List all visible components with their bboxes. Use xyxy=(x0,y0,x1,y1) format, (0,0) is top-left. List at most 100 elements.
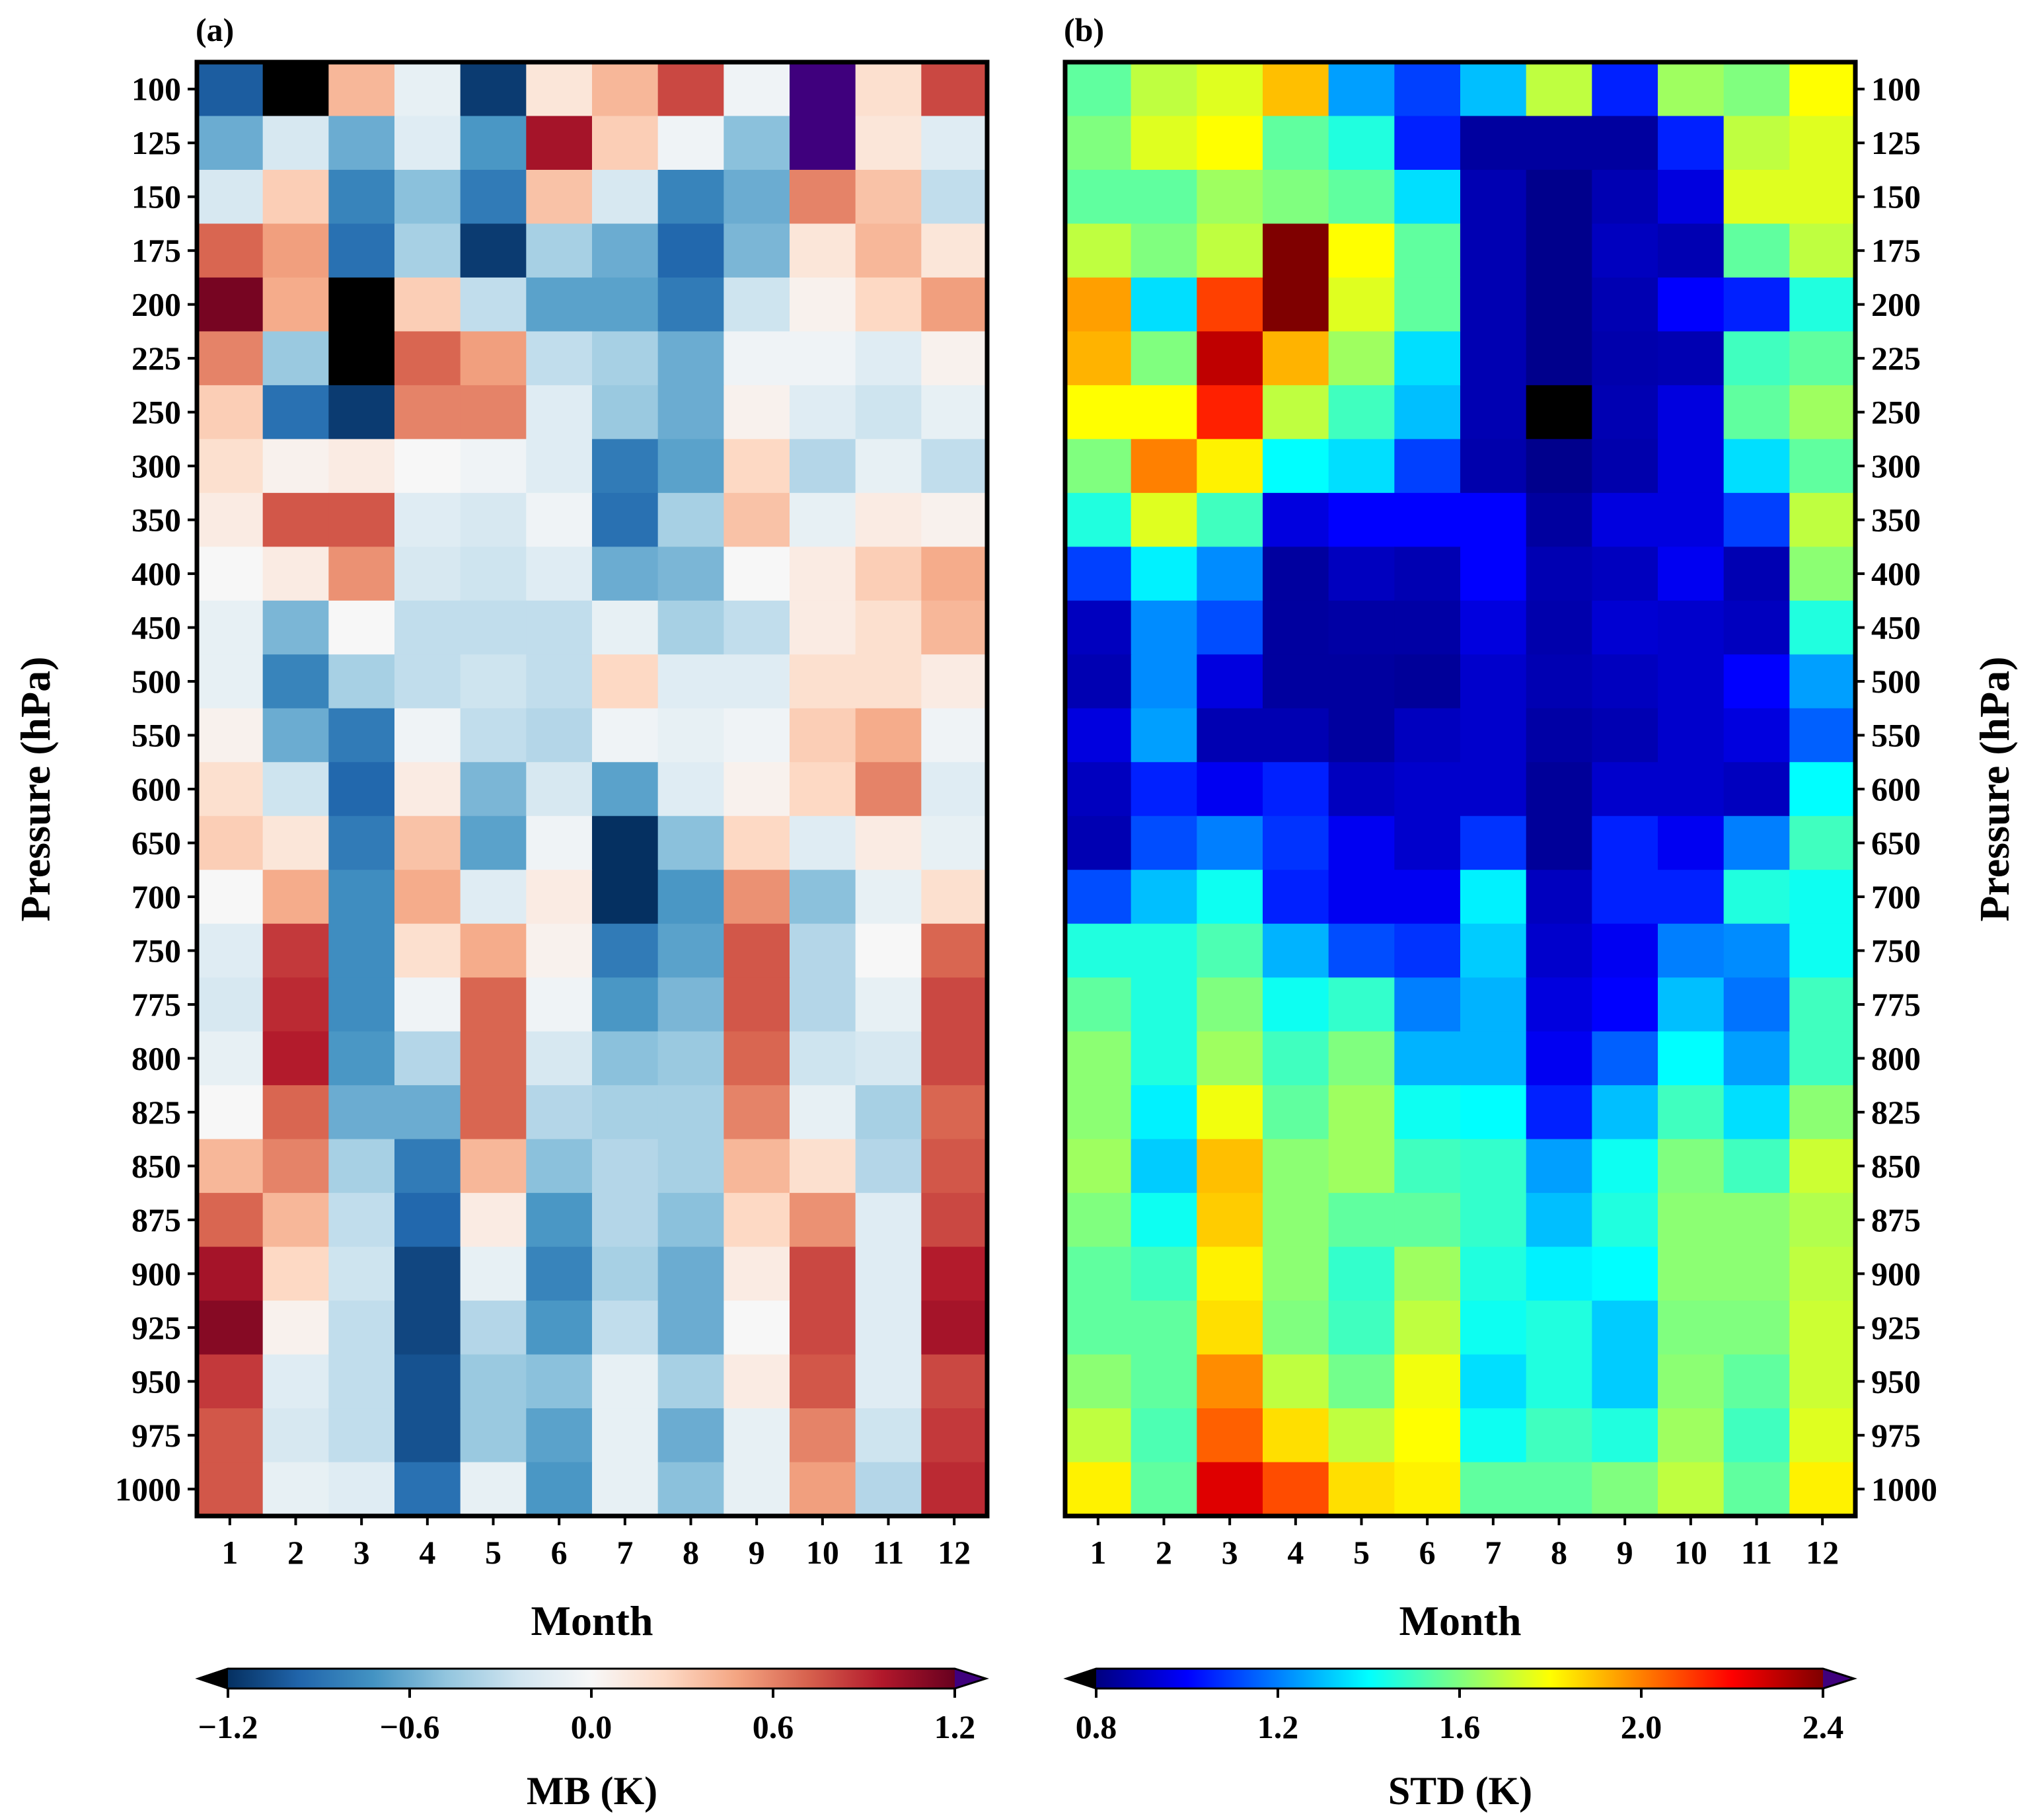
heatmap-cell xyxy=(1394,1354,1461,1409)
y-tick-label: 250 xyxy=(131,394,181,431)
heatmap-cell xyxy=(1131,277,1198,332)
y-tick-label: 100 xyxy=(1871,71,1921,108)
heatmap-cell xyxy=(1789,547,1856,601)
y-tick-label: 850 xyxy=(131,1147,181,1184)
heatmap-cell xyxy=(790,600,856,656)
heatmap-cell xyxy=(1065,1246,1132,1301)
heatmap-cell xyxy=(1263,1246,1329,1301)
heatmap-cell xyxy=(657,870,725,925)
heatmap-cell xyxy=(394,923,461,978)
heatmap-cell xyxy=(1460,1031,1527,1086)
heatmap-cell xyxy=(921,1139,988,1194)
heatmap-cell xyxy=(1592,492,1658,548)
heatmap-cell xyxy=(1394,547,1461,601)
heatmap-cell xyxy=(921,1354,988,1409)
heatmap-cell xyxy=(526,169,593,225)
heatmap-cell xyxy=(526,1139,593,1194)
heatmap-cell xyxy=(724,923,790,978)
heatmap-cell xyxy=(394,169,461,225)
heatmap-cell xyxy=(657,1354,725,1409)
heatmap-cell xyxy=(197,1301,264,1355)
x-tick-label: 3 xyxy=(1222,1534,1238,1571)
heatmap-cell xyxy=(855,116,922,171)
heatmap-cell xyxy=(1592,708,1658,763)
heatmap-cell xyxy=(262,331,330,386)
heatmap-cell xyxy=(197,870,264,925)
heatmap-cell xyxy=(921,277,988,332)
heatmap-cell xyxy=(1526,923,1593,978)
heatmap-cell xyxy=(1263,331,1329,386)
heatmap-cell xyxy=(790,977,856,1032)
heatmap-cell xyxy=(394,1139,461,1194)
heatmap-cell xyxy=(1065,1085,1132,1140)
heatmap-cell xyxy=(790,385,856,440)
heatmap-cell xyxy=(1328,1246,1395,1301)
heatmap-cell xyxy=(855,1301,922,1355)
heatmap-cell xyxy=(262,600,330,656)
heatmap-cell xyxy=(657,169,725,225)
heatmap-cell xyxy=(855,277,922,332)
heatmap-cell xyxy=(526,223,593,278)
heatmap-cell xyxy=(921,1408,988,1463)
heatmap-cell xyxy=(460,116,527,171)
heatmap-cell xyxy=(460,977,527,1032)
heatmap-cell xyxy=(1723,1139,1791,1194)
heatmap-cell xyxy=(394,385,461,440)
heatmap-cell xyxy=(526,277,593,332)
heatmap-cell xyxy=(1328,977,1395,1032)
heatmap-cell xyxy=(394,1085,461,1140)
heatmap-cell xyxy=(1789,1193,1856,1248)
heatmap-cell xyxy=(197,1031,264,1086)
heatmap-cell xyxy=(724,1408,790,1463)
panel-b-y-ticks: 100 125 150 175 200 225 250 300 350 400 450 500 550 6… xyxy=(1855,71,1937,1507)
heatmap-cell xyxy=(1065,116,1132,171)
heatmap-cell xyxy=(197,762,264,817)
heatmap-cell xyxy=(1526,1408,1593,1463)
heatmap-cell xyxy=(1723,762,1791,817)
panel-b-x-ticks: 1 2 3 4 5 6 7 8 9 10 11 12 xyxy=(1090,1516,1839,1571)
heatmap-cell xyxy=(1592,654,1658,709)
heatmap-cell xyxy=(592,654,659,709)
heatmap-cell xyxy=(1131,654,1198,709)
y-tick-label: 950 xyxy=(131,1363,181,1400)
heatmap-cell xyxy=(1394,62,1461,117)
heatmap-cell xyxy=(1065,600,1132,656)
y-tick-label: 825 xyxy=(1871,1094,1921,1131)
heatmap-cell xyxy=(592,385,659,440)
heatmap-cell xyxy=(526,62,593,117)
heatmap-cell xyxy=(460,1085,527,1140)
heatmap-cell xyxy=(592,547,659,601)
panel-b-x-axis-label: Month xyxy=(1399,1597,1522,1644)
heatmap-cell xyxy=(921,439,988,494)
y-tick-label: 600 xyxy=(131,771,181,808)
heatmap-cell xyxy=(394,708,461,763)
heatmap-cell xyxy=(328,1408,395,1463)
heatmap-cell xyxy=(1065,1139,1132,1194)
heatmap-cell xyxy=(1592,1301,1658,1355)
heatmap-cell xyxy=(1197,1139,1263,1194)
heatmap-cell xyxy=(262,923,330,978)
heatmap-cell xyxy=(790,708,856,763)
heatmap-cell xyxy=(855,1354,922,1409)
heatmap-cell xyxy=(1723,385,1791,440)
colorbar-tick-label: 1.6 xyxy=(1439,1708,1481,1745)
heatmap-cell xyxy=(724,1139,790,1194)
heatmap-cell xyxy=(526,1408,593,1463)
heatmap-cell xyxy=(1789,762,1856,817)
heatmap-cell xyxy=(592,277,659,332)
colorbar-tick-label: 0.8 xyxy=(1076,1708,1117,1745)
heatmap-cell xyxy=(1526,654,1593,709)
heatmap-cell xyxy=(262,1031,330,1086)
heatmap-cell xyxy=(526,492,593,548)
panel-b-label: (b) xyxy=(1064,11,1104,48)
heatmap-cell xyxy=(724,547,790,601)
heatmap-cell xyxy=(1328,1193,1395,1248)
heatmap-cell xyxy=(1526,1031,1593,1086)
heatmap-cell xyxy=(1197,708,1263,763)
heatmap-cell xyxy=(921,223,988,278)
heatmap-cell xyxy=(1263,1301,1329,1355)
heatmap-cell xyxy=(921,923,988,978)
heatmap-cell xyxy=(1394,1462,1461,1517)
heatmap-cell xyxy=(460,492,527,548)
heatmap-cell xyxy=(1789,977,1856,1032)
